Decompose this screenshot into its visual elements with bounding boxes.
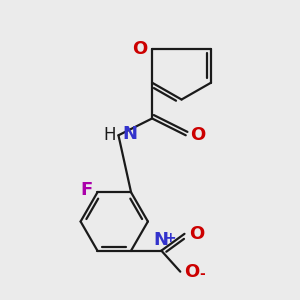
Text: O: O <box>190 225 205 243</box>
Text: N: N <box>154 230 169 248</box>
Text: +: + <box>165 231 176 245</box>
Text: O: O <box>132 40 147 58</box>
Text: F: F <box>80 181 92 199</box>
Text: O: O <box>190 126 205 144</box>
Text: -: - <box>199 267 205 281</box>
Text: H: H <box>104 126 116 144</box>
Text: N: N <box>123 125 138 143</box>
Text: O: O <box>184 263 200 281</box>
